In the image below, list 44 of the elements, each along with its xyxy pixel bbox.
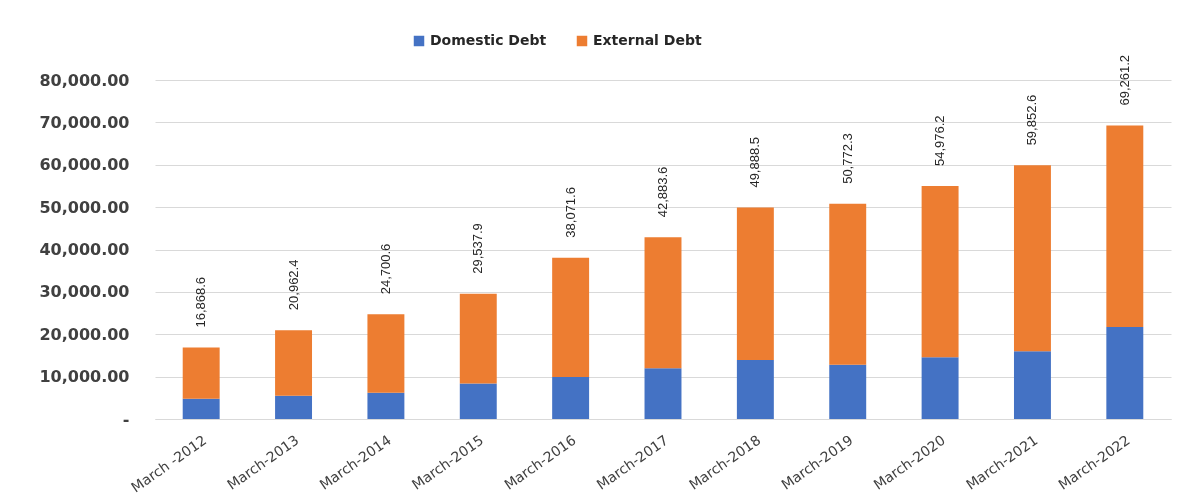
total-label: 16,868.6 <box>193 276 209 328</box>
bar <box>275 330 313 396</box>
bar <box>182 398 220 419</box>
total-label: 54,976.2 <box>932 115 948 167</box>
bar <box>921 186 959 358</box>
y-tick-label: 80,000.00 <box>39 70 130 90</box>
total-label: 29,537.9 <box>470 223 486 274</box>
y-tick-label: 50,000.00 <box>39 197 130 217</box>
total-label: 59,852.6 <box>1024 94 1040 146</box>
bar <box>459 383 497 419</box>
bar <box>552 377 590 419</box>
total-label: 38,071.6 <box>562 187 578 238</box>
bar <box>1013 351 1051 419</box>
bar <box>644 237 682 369</box>
bar <box>459 293 497 384</box>
total-label: 24,700.6 <box>377 243 393 295</box>
total-label: 69,261.2 <box>1116 54 1132 106</box>
total-label: 50,772.3 <box>839 133 855 184</box>
bar <box>182 347 220 399</box>
y-tick-label: 70,000.00 <box>39 112 130 132</box>
bar <box>736 360 774 419</box>
bar <box>736 207 774 361</box>
bar <box>829 364 867 419</box>
bar <box>1106 125 1144 328</box>
total-label: 20,962.4 <box>285 259 301 311</box>
bar <box>1013 165 1051 352</box>
legend-label: External Debt <box>593 32 702 48</box>
total-label: 42,883.6 <box>655 166 670 218</box>
bar <box>921 357 959 419</box>
total-label: 49,888.5 <box>747 136 763 188</box>
y-tick-label: 40,000.00 <box>39 240 130 259</box>
bar <box>644 368 682 419</box>
y-tick-label: - <box>122 409 130 429</box>
bar <box>367 314 405 393</box>
bar <box>275 395 313 419</box>
y-tick-label: 20,000.00 <box>39 324 130 344</box>
y-tick-label: 30,000.00 <box>39 282 130 302</box>
y-tick-label: 60,000.00 <box>39 155 130 175</box>
legend-label: Domestic Debt <box>430 32 547 48</box>
bar <box>367 392 405 419</box>
bar <box>829 203 867 365</box>
y-tick-label: 10,000.00 <box>39 367 130 387</box>
bar <box>1106 327 1144 419</box>
bar <box>552 257 590 378</box>
